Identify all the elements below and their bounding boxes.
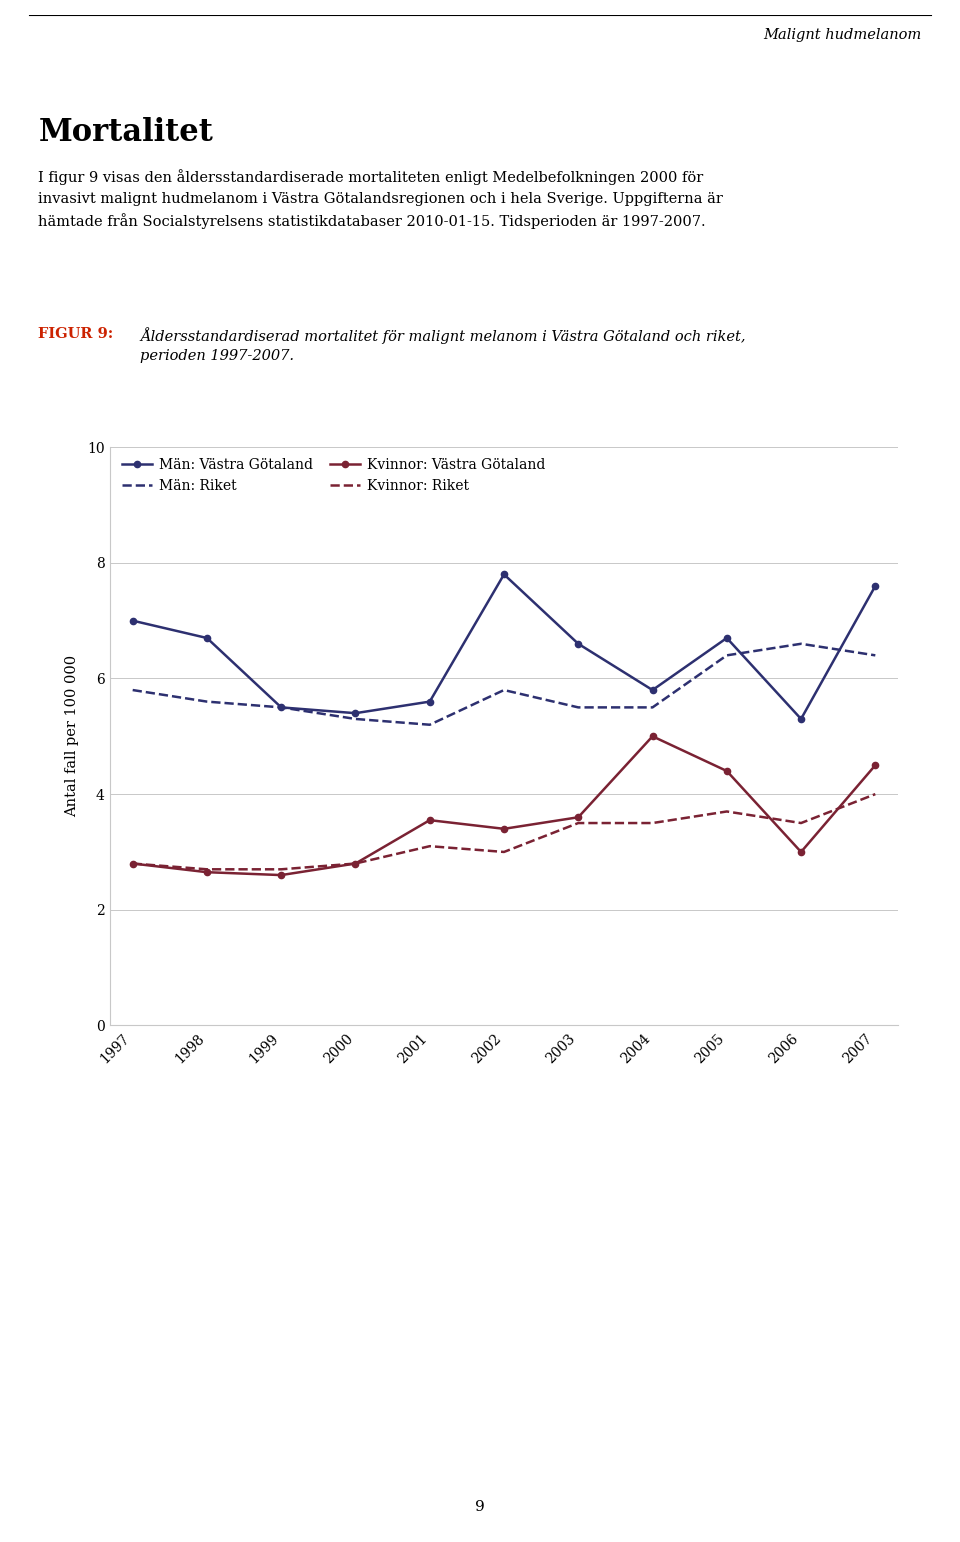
Text: I figur 9 visas den åldersstandardiserade mortaliteten enligt Medelbefolkningen : I figur 9 visas den åldersstandardiserad…: [38, 170, 723, 228]
Legend: Män: Västra Götaland, Män: Riket, Kvinnor: Västra Götaland, Kvinnor: Riket: Män: Västra Götaland, Män: Riket, Kvinno…: [117, 455, 550, 498]
Text: 9: 9: [475, 1500, 485, 1514]
Text: Mortalitet: Mortalitet: [38, 117, 213, 148]
Text: Åldersstandardiserad mortalitet för malignt melanom i Västra Götaland och riket,: Åldersstandardiserad mortalitet för mali…: [140, 327, 746, 364]
Text: FIGUR 9:: FIGUR 9:: [38, 327, 113, 341]
Text: Malignt hudmelanom: Malignt hudmelanom: [763, 28, 922, 42]
Y-axis label: Antal fall per 100 000: Antal fall per 100 000: [65, 655, 79, 817]
